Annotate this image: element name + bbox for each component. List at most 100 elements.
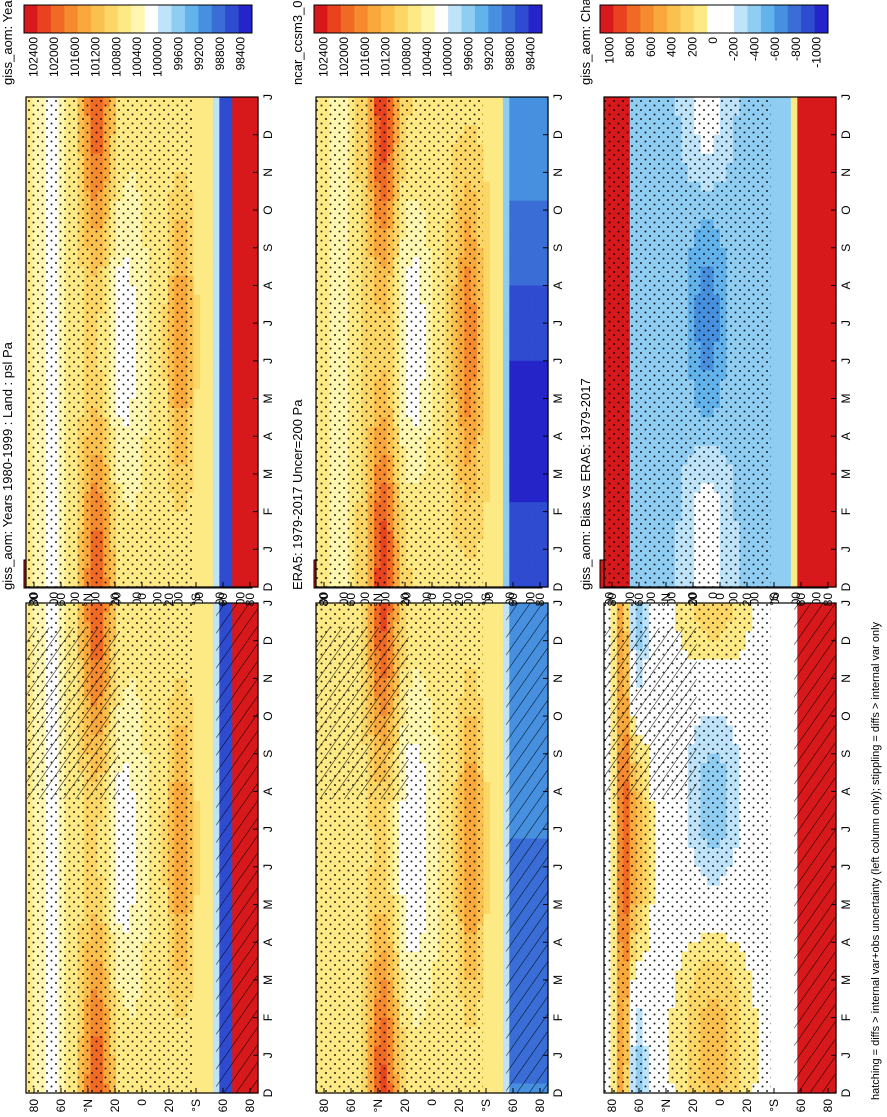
colorbar-swatch	[51, 5, 65, 33]
heatmap-cell	[226, 210, 233, 220]
month-tick-label: M	[261, 394, 275, 404]
heatmap-cell	[194, 971, 201, 981]
heatmap-cell	[219, 135, 226, 145]
heatmap-cell	[219, 191, 226, 201]
heatmap-cell	[245, 144, 252, 154]
heatmap-cell	[245, 351, 252, 361]
heatmap-cell	[219, 474, 226, 484]
heatmap-cell	[194, 389, 201, 399]
heatmap-cell	[232, 408, 239, 418]
month-tick-label: O	[261, 205, 275, 214]
heatmap-cell	[239, 257, 246, 267]
heatmap-cell	[226, 135, 233, 145]
heatmap-cell	[232, 502, 239, 512]
heatmap-cell	[226, 389, 233, 399]
heatmap-cell	[245, 540, 252, 550]
month-tick-label: N	[261, 168, 275, 177]
heatmap-cell	[206, 688, 213, 698]
heatmap-cell	[206, 773, 213, 783]
heatmap-cell	[219, 361, 226, 371]
month-tick-label: J	[261, 826, 275, 832]
heatmap-cell	[232, 540, 239, 550]
heatmap-cell	[213, 210, 220, 220]
heatmap-cell	[239, 342, 246, 352]
heatmap-cell	[232, 220, 239, 230]
heatmap-cell	[226, 163, 233, 173]
lat-tick-label: °N	[81, 1099, 95, 1112]
heatmap-cell	[245, 559, 252, 569]
heatmap-cell	[194, 660, 201, 670]
heatmap-cell	[239, 502, 246, 512]
heatmap-cell	[200, 631, 207, 641]
heatmap-cell	[200, 436, 207, 446]
heatmap-cell	[200, 895, 207, 905]
heatmap-cell	[232, 455, 239, 465]
heatmap-cell	[194, 220, 201, 230]
heatmap-cell	[245, 465, 252, 475]
month-tick-label: D	[261, 582, 275, 591]
heatmap-cell	[213, 172, 220, 182]
heatmap-cell	[206, 427, 213, 437]
heatmap-cell	[226, 295, 233, 305]
heatmap-cell	[226, 267, 233, 277]
heatmap-cell	[226, 417, 233, 427]
heatmap-cell	[206, 1055, 213, 1065]
heatmap-cell	[194, 512, 201, 522]
heatmap-cell	[200, 660, 207, 670]
colorbar-tick-label: 101200	[89, 37, 103, 77]
heatmap-cell	[226, 238, 233, 248]
heatmap-cell	[206, 125, 213, 135]
heatmap-cell	[194, 1027, 201, 1037]
heatmap-cell	[245, 125, 252, 135]
month-tick-label: J	[261, 320, 275, 326]
heatmap-cell	[200, 210, 207, 220]
heatmap-cell	[232, 229, 239, 239]
heatmap-cell	[206, 549, 213, 559]
month-tick-label: S	[261, 244, 275, 252]
heatmap-cell	[219, 238, 226, 248]
heatmap-cell	[200, 380, 207, 390]
heatmap-cell	[239, 493, 246, 503]
heatmap-cell	[239, 568, 246, 578]
heatmap-cell	[206, 248, 213, 258]
heatmap-cell	[239, 285, 246, 295]
colorbar-swatch	[145, 5, 159, 33]
heatmap-cell	[226, 351, 233, 361]
month-tick-label: A	[261, 281, 275, 289]
heatmap-cell	[206, 914, 213, 924]
heatmap-cell	[232, 276, 239, 286]
heatmap-cell	[200, 848, 207, 858]
heatmap-cell	[200, 726, 207, 736]
heatmap-cell	[213, 455, 220, 465]
heatmap-cell	[200, 1036, 207, 1046]
heatmap-cell	[226, 474, 233, 484]
heatmap-cell	[206, 1065, 213, 1075]
heatmap-cell	[206, 342, 213, 352]
heatmap-cell	[200, 820, 207, 830]
heatmap-cell	[239, 427, 246, 437]
heatmap-cell	[200, 980, 207, 990]
month-tick-label: J	[261, 600, 275, 606]
panel-tr: giss_aom: Years 1980-1999 : Land : psl P…	[0, 0, 275, 606]
lat-tick-label: 80	[27, 593, 41, 607]
colorbar-tick-label: 99600	[171, 37, 185, 71]
heatmap-cell	[226, 455, 233, 465]
heatmap-cell	[213, 530, 220, 540]
heatmap-cell	[219, 493, 226, 503]
heatmap-cell	[232, 144, 239, 154]
heatmap-cell	[245, 521, 252, 531]
heatmap-cell	[200, 399, 207, 409]
heatmap-cell	[232, 201, 239, 211]
heatmap-cell	[245, 267, 252, 277]
heatmap-cell	[245, 248, 252, 258]
heatmap-cell	[206, 631, 213, 641]
heatmap-cell	[206, 493, 213, 503]
heatmap-cell	[194, 106, 201, 116]
heatmap-cell	[200, 578, 207, 588]
heatmap-cell	[226, 436, 233, 446]
heatmap-cell	[219, 304, 226, 314]
heatmap-cell	[194, 980, 201, 990]
heatmap-cell	[194, 578, 201, 588]
heatmap-cell	[245, 135, 252, 145]
colorbar-swatch	[158, 5, 172, 33]
